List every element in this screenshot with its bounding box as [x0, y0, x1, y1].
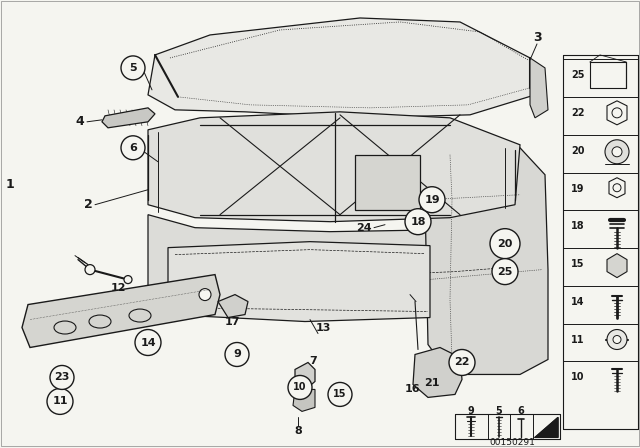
Circle shape [490, 228, 520, 258]
Text: 14: 14 [140, 337, 156, 348]
Text: 12: 12 [110, 283, 125, 293]
Text: 25: 25 [571, 70, 584, 80]
Text: 5: 5 [129, 63, 137, 73]
Circle shape [612, 147, 622, 157]
Polygon shape [218, 295, 248, 318]
Text: 3: 3 [532, 31, 541, 44]
Text: 19: 19 [424, 195, 440, 205]
Polygon shape [168, 241, 430, 322]
Circle shape [613, 336, 621, 344]
Circle shape [121, 56, 145, 80]
Text: 15: 15 [333, 389, 347, 400]
Polygon shape [148, 112, 520, 222]
Text: 14: 14 [571, 297, 584, 306]
Polygon shape [530, 58, 548, 118]
Text: 8: 8 [294, 426, 302, 436]
Circle shape [121, 136, 145, 160]
Polygon shape [413, 348, 462, 397]
Text: 9: 9 [468, 406, 474, 416]
Bar [355, 155, 420, 210]
Text: 17: 17 [224, 317, 240, 327]
Polygon shape [102, 108, 155, 128]
Text: 22: 22 [454, 358, 470, 367]
Text: 11: 11 [571, 335, 584, 345]
Text: 20: 20 [497, 239, 513, 249]
Circle shape [612, 108, 622, 118]
Polygon shape [148, 215, 520, 310]
Text: 1: 1 [6, 178, 14, 191]
Text: 4: 4 [76, 115, 84, 128]
Circle shape [328, 383, 352, 406]
Polygon shape [607, 101, 627, 125]
Text: 11: 11 [52, 396, 68, 406]
Circle shape [492, 258, 518, 284]
Text: 25: 25 [497, 267, 513, 276]
Text: 19: 19 [571, 184, 584, 194]
Polygon shape [535, 418, 558, 437]
Text: 5: 5 [495, 406, 502, 416]
Text: 15: 15 [571, 258, 584, 269]
Text: 7: 7 [309, 357, 317, 366]
Polygon shape [607, 254, 627, 278]
Circle shape [613, 184, 621, 192]
Text: 13: 13 [316, 323, 331, 332]
Circle shape [199, 289, 211, 301]
Circle shape [405, 209, 431, 235]
Text: 6: 6 [518, 406, 524, 416]
Polygon shape [293, 389, 315, 411]
Text: 22: 22 [571, 108, 584, 118]
Circle shape [419, 187, 445, 213]
Text: 18: 18 [410, 217, 426, 227]
Text: 10: 10 [293, 383, 307, 392]
Text: 9: 9 [233, 349, 241, 359]
Polygon shape [295, 362, 315, 388]
Text: 23: 23 [54, 372, 70, 383]
Circle shape [225, 343, 249, 366]
Text: 21: 21 [424, 379, 440, 388]
Circle shape [607, 330, 627, 349]
Text: 24: 24 [356, 223, 372, 233]
Polygon shape [22, 275, 220, 348]
Polygon shape [148, 18, 535, 118]
Polygon shape [609, 178, 625, 198]
Text: 20: 20 [571, 146, 584, 156]
Circle shape [135, 330, 161, 355]
Text: 16: 16 [405, 384, 421, 394]
Polygon shape [425, 148, 548, 375]
Text: 2: 2 [84, 198, 92, 211]
Text: 00150291: 00150291 [489, 438, 535, 447]
Text: 10: 10 [571, 372, 584, 383]
Circle shape [50, 366, 74, 389]
Circle shape [85, 265, 95, 275]
Text: 6: 6 [129, 143, 137, 153]
Circle shape [124, 276, 132, 284]
Circle shape [605, 140, 629, 164]
Circle shape [47, 388, 73, 414]
Circle shape [449, 349, 475, 375]
Circle shape [288, 375, 312, 400]
Text: 18: 18 [571, 221, 584, 231]
